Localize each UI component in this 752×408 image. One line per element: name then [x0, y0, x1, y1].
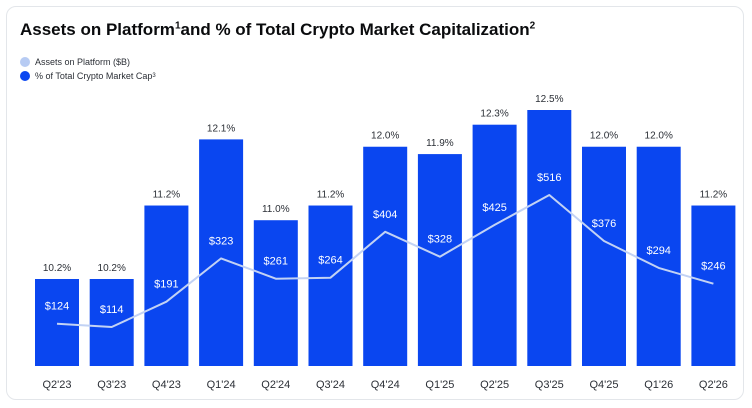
x-tick-3: Q1'24	[207, 379, 236, 391]
pct-label-5: 11.2%	[317, 190, 345, 201]
assets-label-1: $114	[100, 304, 124, 316]
assets-label-10: $376	[592, 218, 616, 230]
title-footnote-2: 2	[529, 20, 536, 32]
bar-1	[89, 279, 134, 366]
pct-label-8: 12.3%	[480, 109, 508, 120]
legend-item-assets: Assets on Platform ($B)	[20, 55, 156, 69]
legend-item-pct: % of Total Crypto Market Cap 3	[20, 69, 156, 83]
bar-10	[582, 146, 626, 366]
pct-label-9: 12.5%	[535, 94, 563, 105]
bar-3	[199, 139, 244, 366]
assets-label-6: $404	[373, 209, 397, 221]
pct-label-11: 12.0%	[645, 131, 673, 142]
legend-label-assets: Assets on Platform ($B)	[35, 57, 131, 67]
assets-label-11: $294	[646, 245, 670, 257]
x-tick-8: Q2'25	[480, 379, 509, 391]
bar-11	[636, 146, 681, 366]
title-rest: and % of Total Crypto Market Capitalizat…	[180, 20, 530, 39]
title-main: Assets on Platform	[20, 20, 175, 39]
assets-label-0: $124	[45, 301, 69, 313]
pct-label-0: 10.2%	[43, 263, 71, 274]
bar-5	[308, 205, 353, 366]
x-tick-12: Q2'26	[699, 379, 728, 391]
chart-title: Assets on Platform1and % of Total Crypto…	[20, 20, 535, 40]
bar-12	[691, 205, 736, 366]
x-tick-1: Q3'23	[97, 379, 126, 391]
pct-label-7: 11.9%	[426, 138, 454, 149]
assets-label-8: $425	[482, 202, 506, 214]
assets-line	[56, 194, 714, 328]
x-tick-0: Q2'23	[42, 379, 71, 391]
assets-label-5: $264	[318, 255, 342, 267]
bar-6	[363, 146, 408, 366]
x-tick-5: Q3'24	[316, 379, 345, 391]
pct-label-2: 11.2%	[153, 190, 181, 201]
bar-2	[144, 205, 189, 366]
x-tick-6: Q4'24	[371, 379, 400, 391]
bar-4	[253, 220, 298, 366]
legend-swatch-assets	[20, 57, 30, 67]
bar-8	[472, 124, 517, 367]
legend-label-pct: % of Total Crypto Market Cap	[35, 71, 153, 81]
assets-label-12: $246	[701, 261, 725, 273]
pct-label-12: 11.2%	[700, 190, 728, 201]
x-tick-10: Q4'25	[589, 379, 618, 391]
pct-label-1: 10.2%	[98, 263, 126, 274]
assets-label-4: $261	[264, 256, 288, 268]
assets-label-3: $323	[209, 235, 233, 247]
chart-legend: Assets on Platform ($B) % of Total Crypt…	[20, 55, 156, 83]
x-tick-4: Q2'24	[261, 379, 290, 391]
pct-label-6: 12.0%	[371, 131, 399, 142]
bar-9	[527, 110, 572, 366]
pct-label-4: 11.0%	[262, 204, 290, 215]
x-tick-11: Q1'26	[644, 379, 673, 391]
bar-7	[417, 154, 462, 366]
assets-label-2: $191	[154, 279, 178, 291]
pct-label-3: 12.1%	[207, 123, 235, 134]
assets-label-7: $328	[428, 234, 452, 246]
x-tick-2: Q4'23	[152, 379, 181, 391]
pct-label-10: 12.0%	[590, 131, 618, 142]
x-tick-9: Q3'25	[535, 379, 564, 391]
x-tick-7: Q1'25	[425, 379, 454, 391]
legend-swatch-pct	[20, 71, 30, 81]
bar-0	[35, 279, 79, 366]
title-footnote-1: 1	[174, 20, 181, 32]
assets-label-9: $516	[537, 172, 561, 184]
